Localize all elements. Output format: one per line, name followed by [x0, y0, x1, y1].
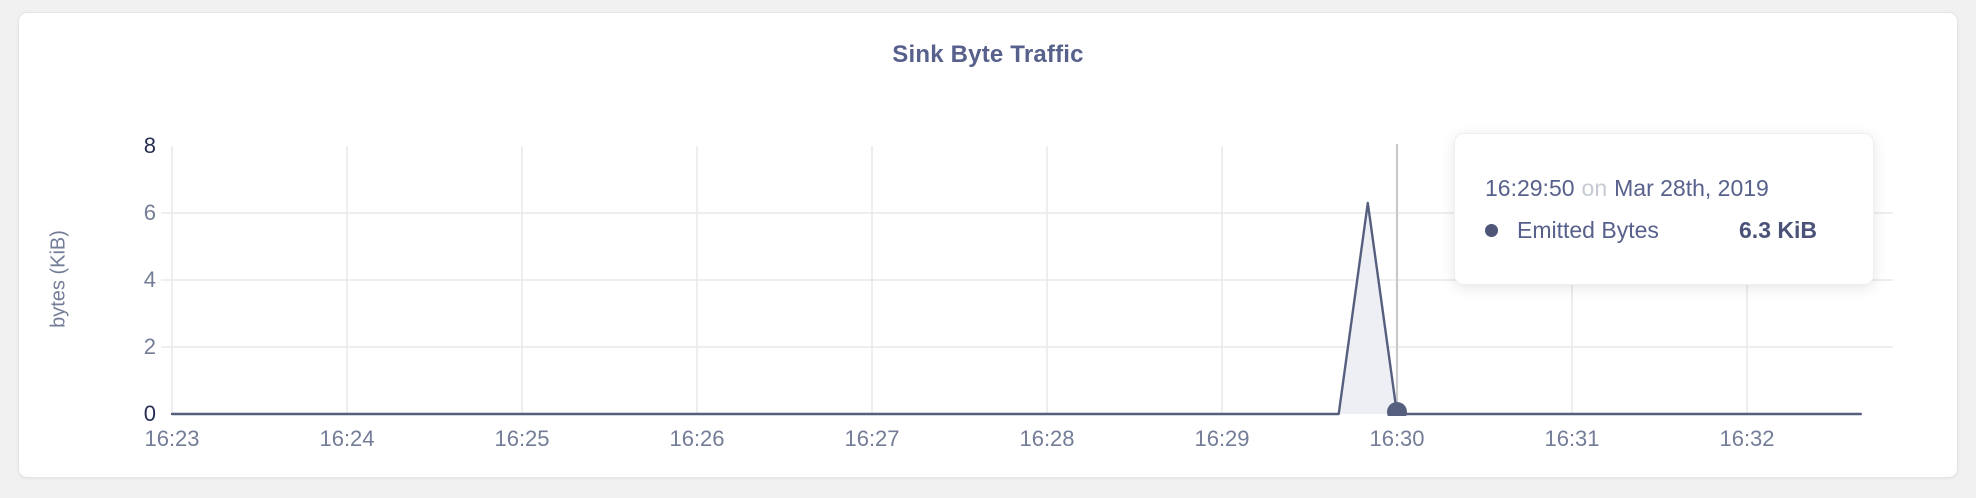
x-tick-label: 16:27: [844, 426, 900, 451]
y-tick-label: 8: [143, 133, 156, 158]
x-tick-label: 16:24: [319, 426, 375, 451]
x-tick-label: 16:29: [1194, 426, 1250, 451]
y-tick-label: 6: [143, 200, 156, 225]
x-tick-label: 16:32: [1719, 426, 1775, 451]
tooltip-series-label: Emitted Bytes: [1517, 216, 1659, 243]
x-tick-label: 16:23: [144, 426, 200, 451]
x-tick-label: 16:26: [669, 426, 725, 451]
tooltip-time: 16:29:50: [1485, 174, 1575, 201]
chart-title: Sink Byte Traffic: [892, 41, 1084, 68]
hover-point-dot: [1387, 402, 1407, 416]
tooltip-value: 6.3 KiB: [1739, 216, 1817, 243]
series-line: [170, 201, 1863, 416]
x-tick-label: 16:30: [1369, 426, 1425, 451]
tooltip-date: Mar 28th, 2019: [1614, 174, 1769, 201]
y-tick-label: 2: [143, 334, 156, 359]
x-tick-label: 16:25: [494, 426, 550, 451]
tooltip-preposition: on: [1581, 174, 1608, 201]
series-marker-dot-icon: [1485, 223, 1498, 237]
y-tick-label: 4: [143, 267, 156, 292]
x-tick-label: 16:28: [1019, 426, 1075, 451]
chart-tooltip: 16:29:50 on Mar 28th, 2019 Emitted Bytes 6…: [1454, 133, 1874, 285]
tooltip-series-row: Emitted Bytes 6.3 KiB: [1485, 217, 1817, 244]
x-tick-label: 16:31: [1544, 426, 1600, 451]
tooltip-timestamp: 16:29:50 on Mar 28th, 2019: [1485, 175, 1817, 202]
y-tick-label: 0: [143, 401, 156, 426]
